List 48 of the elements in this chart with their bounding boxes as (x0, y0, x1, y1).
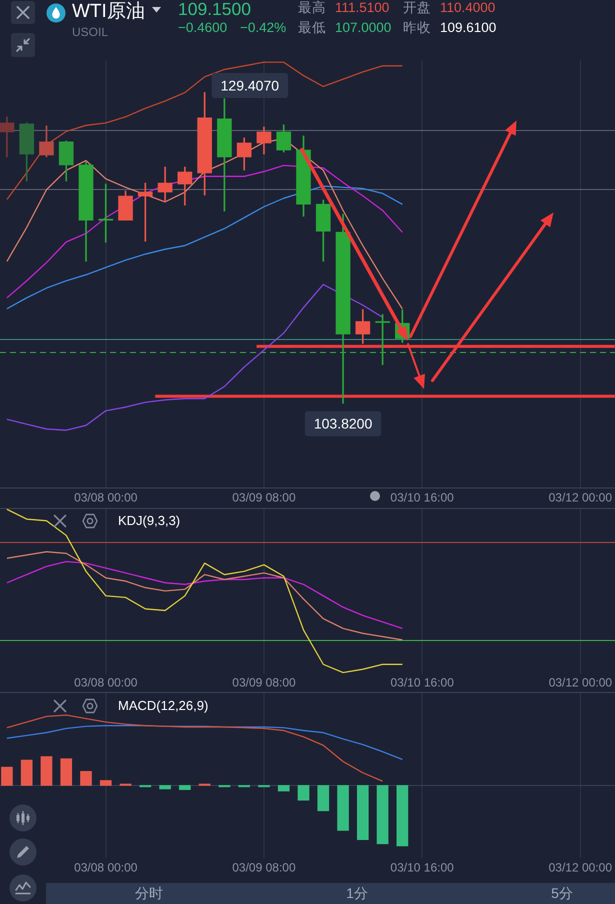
text: 109.1500 (178, 0, 251, 19)
text: 开盘 (403, 0, 431, 15)
bar (20, 760, 33, 786)
bar (356, 785, 369, 840)
bar (100, 780, 112, 786)
text: USOIL (72, 25, 108, 39)
text: −0.4600 (178, 20, 228, 35)
text: 111.5100 (335, 0, 390, 15)
x-tick-label: 03/12 00:00 (548, 860, 612, 875)
x-tick-label: 03/10 16:00 (390, 676, 454, 690)
candlestick (0, 116, 14, 158)
x-tick-label: 03/10 16:00 (390, 490, 454, 505)
text: WTI原油 (72, 1, 145, 22)
text: 最低 (298, 20, 326, 35)
annotation: 103.8200 (314, 416, 372, 432)
bar (376, 785, 388, 844)
bar (1, 766, 13, 786)
bar (396, 785, 408, 846)
text: −0.42% (240, 20, 286, 35)
x-tick-label: 03/08 00:00 (74, 860, 138, 875)
bar (60, 758, 72, 786)
x-tick-label: 03/09 08:00 (232, 490, 296, 505)
x-tick-label: 03/09 08:00 (232, 676, 296, 690)
bar (317, 785, 330, 812)
text: 分时 (134, 885, 164, 901)
x-tick-label: 03/09 08:00 (232, 860, 296, 875)
x-tick-label: 03/12 00:00 (548, 490, 612, 505)
bar (298, 785, 310, 801)
text: 昨收 (403, 20, 431, 35)
bar (159, 785, 171, 790)
x-tick-label: 03/12 00:00 (548, 676, 612, 690)
chart-title: KDJ(9,3,3) (118, 513, 180, 528)
x-tick-label: 03/08 00:00 (74, 676, 138, 690)
text: 109.6100 (440, 20, 496, 35)
text: 107.0000 (335, 20, 392, 35)
annotation: 129.4070 (220, 77, 280, 94)
text: 110.4000 (440, 0, 496, 15)
chart-title: MACD(12,26,9) (118, 698, 208, 713)
bar (80, 771, 92, 786)
bar (278, 785, 290, 792)
text: 5分 (550, 885, 574, 901)
text: 最高 (298, 0, 326, 15)
text: 1分 (345, 885, 369, 901)
bar (337, 785, 349, 831)
bar (40, 756, 52, 786)
x-tick-label: 03/08 00:00 (74, 490, 138, 505)
x-tick-label: 03/10 16:00 (390, 860, 454, 875)
bar (179, 785, 191, 790)
